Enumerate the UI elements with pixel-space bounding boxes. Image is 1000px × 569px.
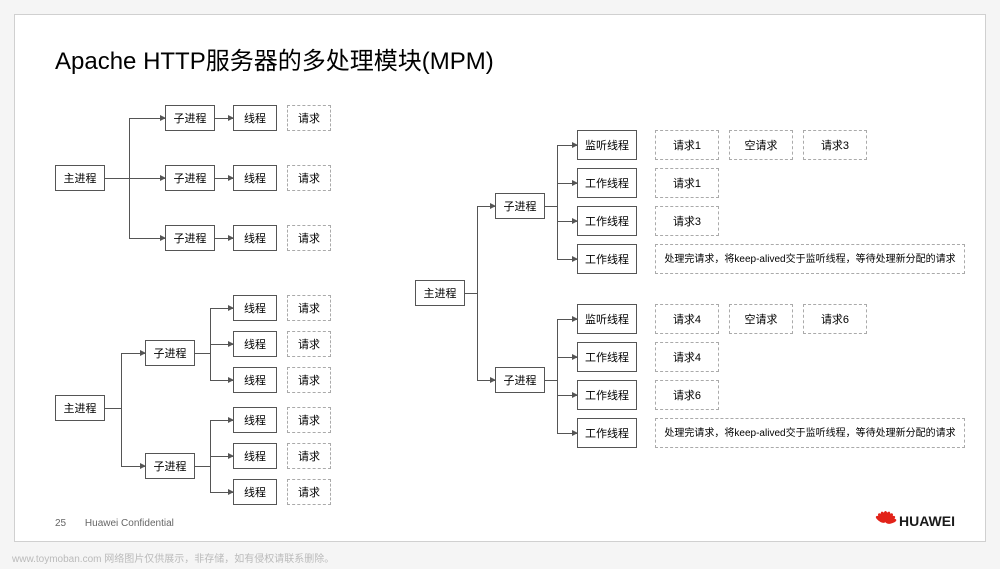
request-box: 请求3 — [655, 206, 719, 236]
huawei-logo: HUAWEI — [875, 511, 955, 531]
request-box: 请求 — [287, 105, 331, 131]
work-thread-box: 工作线程 — [577, 244, 637, 274]
connector — [215, 238, 233, 239]
connector — [195, 466, 210, 467]
work-thread-box: 工作线程 — [577, 380, 637, 410]
thread-box: 线程 — [233, 443, 277, 469]
request-box: 请求4 — [655, 342, 719, 372]
sub-process-box: 子进程 — [145, 453, 195, 479]
connector — [545, 206, 557, 207]
footer: 25 Huawei Confidential — [55, 518, 174, 529]
main-process-box: 主进程 — [55, 165, 105, 191]
request-box: 请求6 — [803, 304, 867, 334]
connector — [215, 118, 233, 119]
request-box: 请求 — [287, 367, 331, 393]
connector — [465, 293, 477, 294]
request-box: 空请求 — [729, 304, 793, 334]
connector — [545, 380, 557, 381]
work-thread-box: 工作线程 — [577, 206, 637, 236]
listen-thread-box: 监听线程 — [577, 304, 637, 334]
request-box: 请求 — [287, 165, 331, 191]
thread-box: 线程 — [233, 165, 277, 191]
connector — [210, 420, 233, 421]
connector — [210, 492, 233, 493]
connector — [477, 206, 478, 380]
connector — [105, 408, 121, 409]
thread-box: 线程 — [233, 295, 277, 321]
page-title: Apache HTTP服务器的多处理模块(MPM) — [55, 41, 494, 76]
request-box: 请求 — [287, 479, 331, 505]
connector — [195, 353, 210, 354]
work-thread-box: 工作线程 — [577, 168, 637, 198]
request-box: 请求 — [287, 295, 331, 321]
connector — [557, 433, 577, 434]
request-box: 请求 — [287, 331, 331, 357]
connector — [210, 380, 233, 381]
thread-box: 线程 — [233, 225, 277, 251]
main-process-box: 主进程 — [415, 280, 465, 306]
connector — [557, 145, 558, 259]
thread-box: 线程 — [233, 479, 277, 505]
connector — [557, 145, 577, 146]
request-box: 请求 — [287, 225, 331, 251]
connector — [129, 238, 165, 239]
thread-box: 线程 — [233, 105, 277, 131]
request-box: 请求 — [287, 407, 331, 433]
connector — [477, 206, 495, 207]
connector — [210, 456, 233, 457]
thread-box: 线程 — [233, 331, 277, 357]
connector — [121, 353, 145, 354]
page-number: 25 — [55, 518, 66, 529]
connector — [557, 221, 577, 222]
connector — [121, 466, 145, 467]
request-note-box: 处理完请求，将keep-alived交于监听线程，等待处理新分配的请求 — [655, 244, 965, 274]
connector — [121, 353, 122, 466]
main-process-box: 主进程 — [55, 395, 105, 421]
connector — [105, 178, 129, 179]
connector — [557, 319, 577, 320]
sub-process-box: 子进程 — [145, 340, 195, 366]
connector — [557, 357, 577, 358]
request-box: 请求4 — [655, 304, 719, 334]
work-thread-box: 工作线程 — [577, 342, 637, 372]
request-box: 请求3 — [803, 130, 867, 160]
thread-box: 线程 — [233, 367, 277, 393]
sub-process-box: 子进程 — [165, 165, 215, 191]
sub-process-box: 子进程 — [165, 225, 215, 251]
connector — [215, 178, 233, 179]
request-box: 请求1 — [655, 168, 719, 198]
connector — [129, 118, 165, 119]
connector — [557, 395, 577, 396]
connector — [210, 308, 233, 309]
sub-process-box: 子进程 — [495, 193, 545, 219]
connector — [477, 380, 495, 381]
connector — [557, 259, 577, 260]
connector — [557, 319, 558, 433]
watermark: www.toymoban.com 网络图片仅供展示，非存储，如有侵权请联系删除。 — [12, 550, 334, 565]
connector — [129, 178, 165, 179]
work-thread-box: 工作线程 — [577, 418, 637, 448]
request-box: 空请求 — [729, 130, 793, 160]
connector — [557, 183, 577, 184]
sub-process-box: 子进程 — [495, 367, 545, 393]
huawei-petal-icon — [875, 511, 895, 531]
request-note-box: 处理完请求，将keep-alived交于监听线程，等待处理新分配的请求 — [655, 418, 965, 448]
request-box: 请求 — [287, 443, 331, 469]
listen-thread-box: 监听线程 — [577, 130, 637, 160]
brand-label: HUAWEI — [899, 513, 955, 529]
request-box: 请求6 — [655, 380, 719, 410]
thread-box: 线程 — [233, 407, 277, 433]
sub-process-box: 子进程 — [165, 105, 215, 131]
confidential-label: Huawei Confidential — [85, 518, 174, 529]
connector — [210, 344, 233, 345]
request-box: 请求1 — [655, 130, 719, 160]
